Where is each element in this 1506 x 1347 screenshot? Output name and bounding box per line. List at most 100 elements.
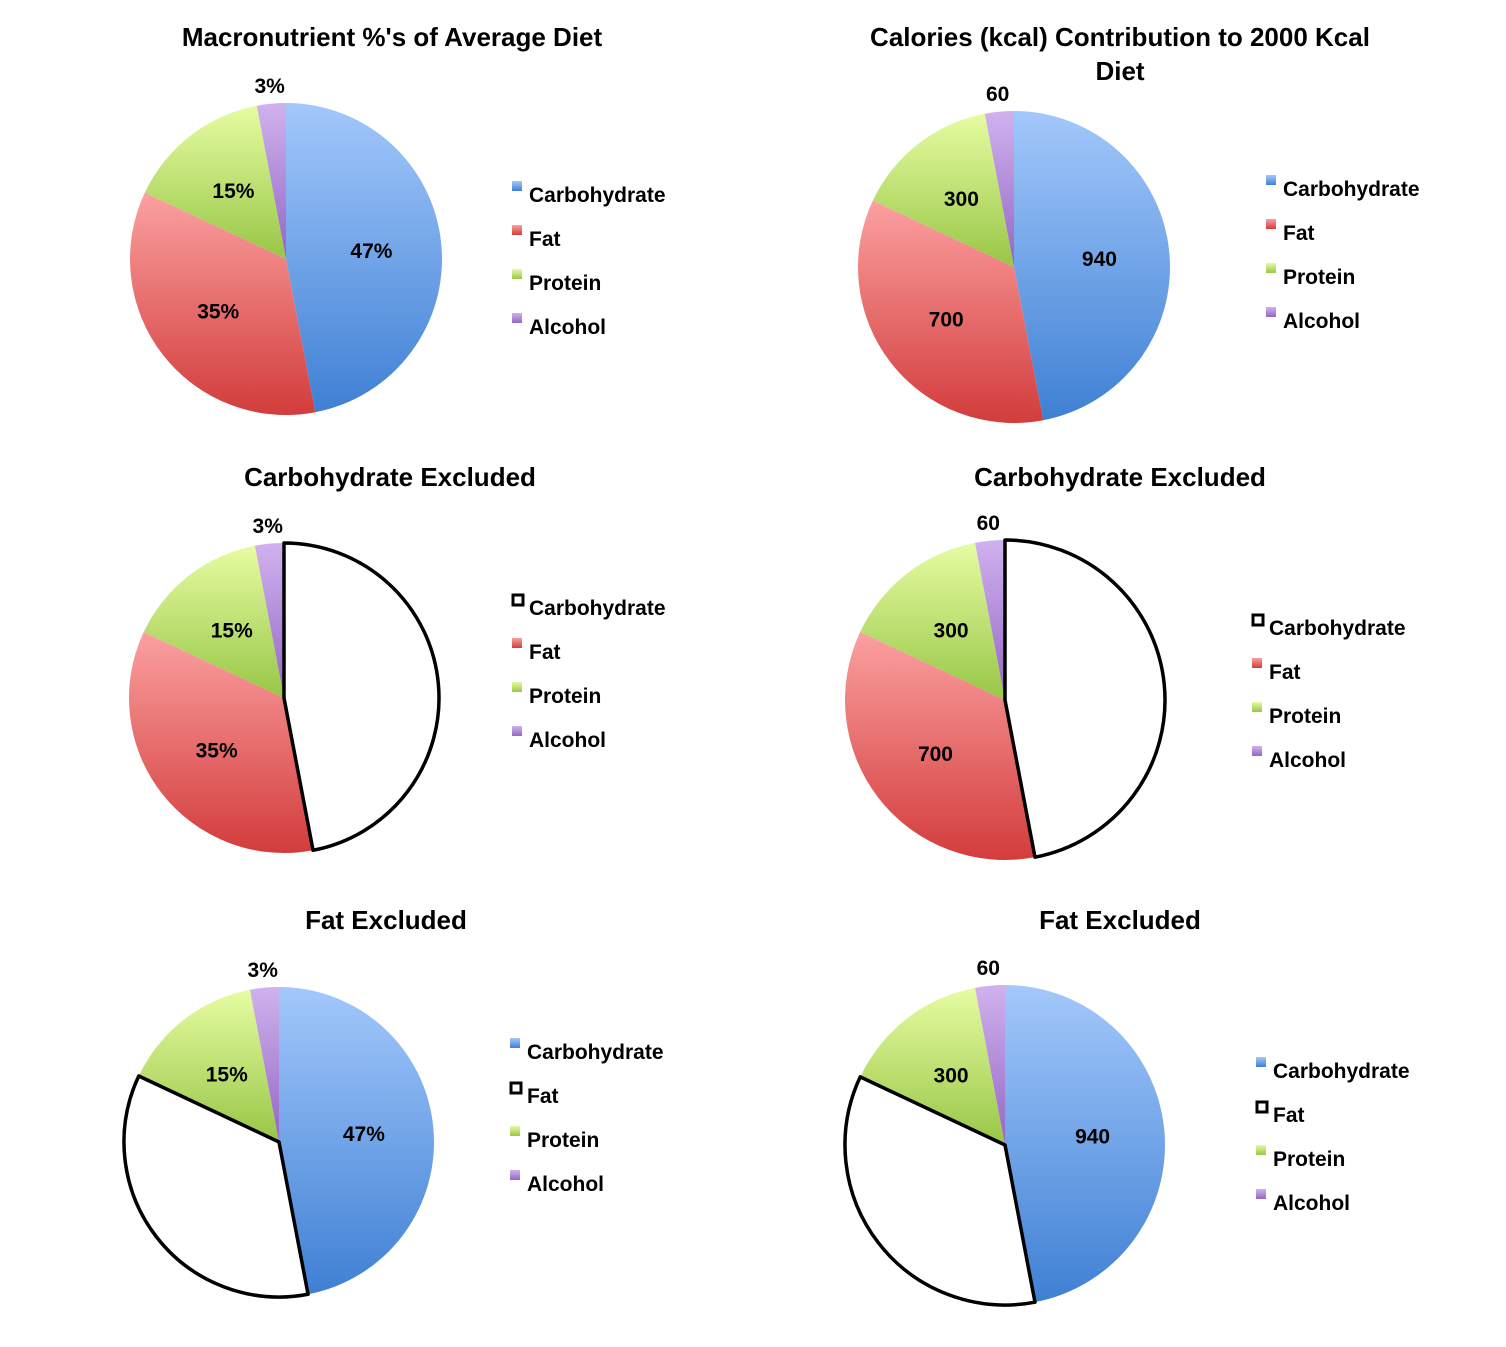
legend-label: Protein [529, 685, 601, 708]
data-label: 700 [929, 309, 964, 332]
pie-slice-protein [144, 105, 286, 260]
legend-label: Fat [1283, 222, 1315, 245]
legend-label: Fat [527, 1085, 559, 1108]
pie-panel: Calories (kcal) Contribution to 2000 Kca… [858, 22, 1420, 423]
legend-swatch [1256, 1189, 1266, 1199]
pie-slice-carbohydrate [282, 541, 441, 853]
pie-slice-fat [130, 192, 316, 415]
legend-swatch [1251, 613, 1265, 627]
legend-label: Fat [1273, 1104, 1305, 1127]
data-label: 47% [343, 1123, 385, 1146]
pie-slice-carbohydrate [1014, 111, 1171, 421]
chart-title: Diet [1095, 56, 1144, 86]
legend-swatch [512, 726, 522, 736]
legend-swatch [1255, 1100, 1269, 1114]
pie-slice-alcohol [975, 540, 1005, 700]
legend-label: Carbohydrate [1283, 178, 1420, 201]
pie-slice-fat [858, 200, 1044, 423]
pie-slice-fat [129, 632, 314, 853]
legend-label: Carbohydrate [1269, 617, 1406, 640]
pie-slice-carbohydrate [1005, 985, 1166, 1303]
legend-label: Fat [529, 641, 561, 664]
data-label: 35% [197, 301, 239, 324]
pie-slice-fat [845, 631, 1035, 860]
pie-slice-carbohydrate [279, 987, 434, 1295]
pie-slice-fat [843, 1075, 1037, 1307]
legend-swatch [1266, 263, 1276, 273]
legend-label: Carbohydrate [527, 1041, 664, 1064]
legend-swatch [512, 225, 522, 235]
legend-label: Alcohol [1269, 749, 1346, 772]
legend-swatch [1252, 658, 1262, 668]
data-label: 60 [986, 83, 1009, 106]
chart-title: Macronutrient %'s of Average Diet [182, 22, 603, 52]
legend-swatch [512, 313, 522, 323]
legend-swatch [512, 181, 522, 191]
pie-slice-alcohol [984, 111, 1014, 267]
legend-swatch [511, 593, 525, 607]
legend-swatch [512, 269, 522, 279]
legend-swatch [1252, 746, 1262, 756]
data-label: 300 [934, 1064, 969, 1087]
legend-swatch [1266, 175, 1276, 185]
chart-title: Fat Excluded [1039, 905, 1201, 935]
pie-slice-protein [138, 989, 279, 1142]
pie-panel: Carbohydrate Excluded 700 300 60 Carbohydrat… [845, 462, 1406, 860]
pie-slice-carbohydrate [286, 103, 443, 413]
pie-panel: Macronutrient %'s of Average Diet 47% 35% 1… [130, 22, 666, 415]
legend-label: Alcohol [1283, 310, 1360, 333]
legend-label: Alcohol [527, 1173, 604, 1196]
legend-label: Protein [529, 272, 601, 295]
data-label: 60 [977, 512, 1000, 535]
legend-swatch [509, 1081, 523, 1095]
legend-label: Protein [527, 1129, 599, 1152]
chart-title: Carbohydrate Excluded [974, 462, 1266, 492]
chart-title: Fat Excluded [305, 905, 467, 935]
pie-slice-alcohol [975, 985, 1005, 1145]
legend-label: Alcohol [1273, 1192, 1350, 1215]
pie-slice-carbohydrate [1003, 538, 1167, 859]
data-label: 47% [350, 240, 392, 263]
pie-slice-protein [860, 542, 1005, 700]
legend-swatch [1266, 219, 1276, 229]
data-label: 300 [944, 188, 979, 211]
legend-swatch [512, 682, 522, 692]
legend-swatch [510, 1126, 520, 1136]
legend-label: Fat [529, 228, 561, 251]
legend-label: Carbohydrate [529, 597, 666, 620]
legend-label: Carbohydrate [529, 184, 666, 207]
legend-label: Protein [1269, 705, 1341, 728]
pie-panel: Carbohydrate Excluded 35% 15% 3% Carbohydrat… [129, 462, 666, 853]
data-label: 940 [1082, 248, 1117, 271]
chart-title: Carbohydrate Excluded [244, 462, 536, 492]
pie-slice-alcohol [256, 103, 286, 259]
legend-label: Protein [1273, 1148, 1345, 1171]
data-label: 3% [248, 959, 279, 982]
data-label: 15% [212, 180, 254, 203]
legend-swatch [510, 1170, 520, 1180]
legend-swatch [1256, 1057, 1266, 1067]
legend-swatch [510, 1038, 520, 1048]
chart-title: Calories (kcal) Contribution to 2000 Kca… [870, 22, 1370, 52]
pie-slice-protein [143, 545, 284, 698]
data-label: 300 [934, 619, 969, 642]
data-label: 3% [253, 515, 284, 538]
data-label: 60 [977, 957, 1000, 980]
legend-label: Protein [1283, 266, 1355, 289]
data-label: 15% [211, 620, 253, 643]
legend-swatch [1256, 1145, 1266, 1155]
pie-slice-alcohol [249, 987, 279, 1142]
data-label: 15% [206, 1064, 248, 1087]
legend-swatch [1252, 702, 1262, 712]
pie-panel: Fat Excluded 47% 15% 3% Carbohydrate Fat Prote… [122, 905, 664, 1299]
legend-swatch [1266, 307, 1276, 317]
legend-label: Carbohydrate [1273, 1060, 1410, 1083]
legend-swatch [512, 638, 522, 648]
pie-slice-protein [872, 113, 1014, 268]
legend-label: Fat [1269, 661, 1301, 684]
pie-slice-alcohol [254, 543, 284, 698]
legend-label: Alcohol [529, 316, 606, 339]
data-label: 3% [254, 75, 285, 98]
pie-panel: Fat Excluded 940 300 60 Carbohydrate Fat Prote… [843, 905, 1410, 1307]
